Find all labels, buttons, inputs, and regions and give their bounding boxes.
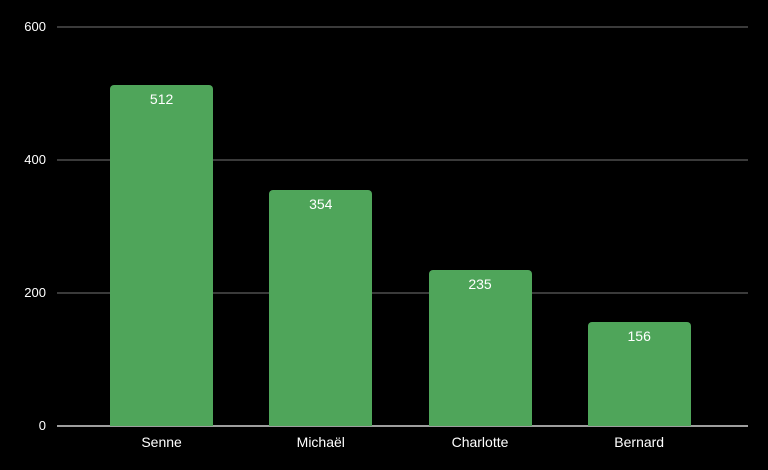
bar-value-label: 156	[627, 328, 651, 345]
x-axis-label: Bernard	[614, 434, 665, 450]
bar: 354	[269, 190, 373, 426]
bar: 512	[110, 85, 214, 426]
y-axis-tick-label: 600	[24, 18, 46, 34]
bar-value-label: 512	[149, 91, 174, 108]
gridline	[57, 291, 748, 294]
gridline	[57, 25, 748, 28]
gridline	[57, 158, 748, 161]
bar: 156	[587, 322, 691, 426]
x-axis-line	[57, 425, 748, 427]
x-axis-label: Michaël	[296, 434, 345, 450]
x-axis-label: Charlotte	[451, 434, 509, 450]
bar: 235	[428, 269, 532, 426]
y-axis-tick-label: 200	[24, 284, 46, 300]
bar-value-label: 354	[309, 196, 333, 213]
bar-value-label: 235	[468, 275, 492, 292]
x-axis-label: Senne	[141, 434, 182, 450]
y-axis-tick-label: 0	[38, 418, 46, 433]
y-axis-tick-label: 400	[24, 151, 46, 167]
